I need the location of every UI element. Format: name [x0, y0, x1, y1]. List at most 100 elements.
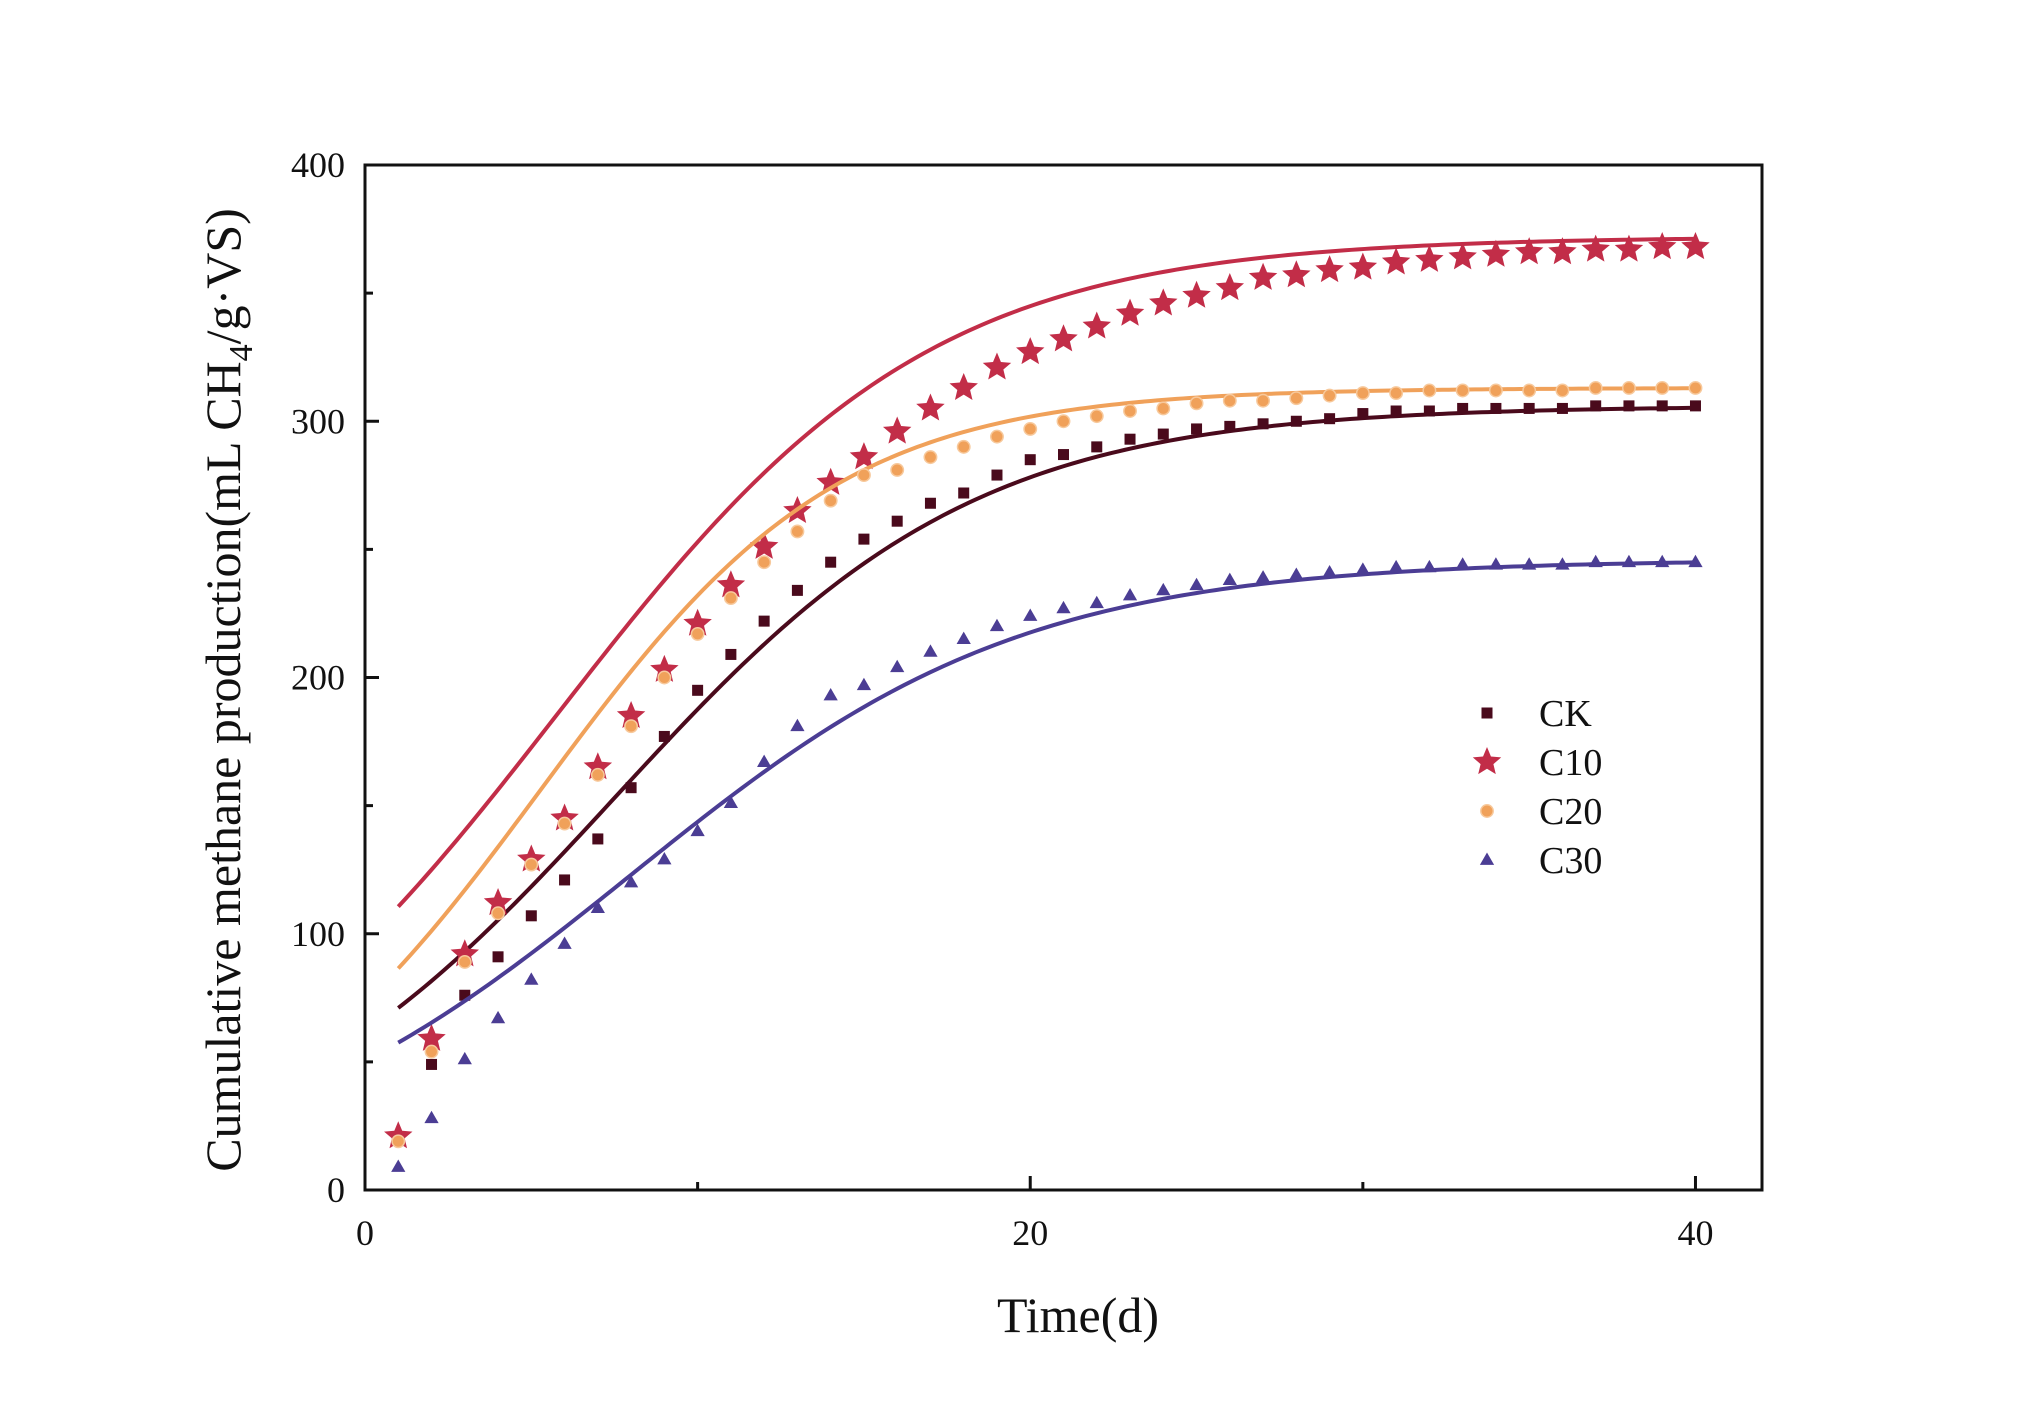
data-point-c30: [1621, 554, 1637, 568]
data-point-c30: [623, 875, 639, 888]
data-point-c20: [1455, 383, 1470, 398]
data-point-ck: [592, 833, 604, 845]
data-point-c30: [1189, 577, 1204, 591]
data-point-ck: [525, 910, 537, 922]
data-point-ck: [1091, 441, 1103, 453]
data-point-c20: [1222, 393, 1237, 408]
data-point-c30: [524, 972, 539, 985]
data-point-c10: [1448, 242, 1477, 270]
data-point-c20: [1522, 383, 1537, 398]
data-point-c10: [982, 352, 1012, 380]
data-point-ck: [1490, 402, 1502, 414]
data-point-c20: [1389, 386, 1404, 401]
data-point-ck: [625, 782, 637, 794]
data-point-c10: [1614, 234, 1644, 262]
data-point-c10: [1082, 311, 1111, 339]
data-point-c20: [1289, 391, 1304, 406]
y-axis-title: Cumulative methane production(mL CH4/g·V…: [195, 208, 260, 1172]
data-point-c30: [657, 851, 672, 865]
data-point-ck: [758, 615, 770, 627]
data-point-c30: [557, 936, 572, 949]
legend: CK C10 C20 C30: [1472, 693, 1602, 882]
data-point-c30: [1488, 557, 1504, 570]
data-point-ck: [1257, 418, 1269, 430]
data-point-c10: [417, 1023, 446, 1051]
data-point-c10: [849, 442, 879, 470]
data-point-c30: [1023, 608, 1038, 621]
data-point-c20: [757, 555, 772, 570]
legend-marker-c20: [1480, 804, 1494, 818]
data-point-c20: [657, 670, 672, 685]
data-point-c30: [1089, 595, 1104, 609]
data-point-ck: [1556, 402, 1568, 414]
data-point-c30: [1255, 570, 1271, 583]
data-point-ck: [1623, 400, 1635, 412]
data-point-ck: [459, 989, 471, 1001]
data-point-c10: [450, 939, 479, 967]
data-point-ck: [692, 684, 704, 696]
data-point-c20: [1655, 380, 1670, 395]
data-point-c20: [856, 468, 871, 483]
legend-label-c30: C30: [1539, 840, 1602, 882]
data-point-c20: [790, 524, 805, 539]
data-point-c20: [990, 429, 1004, 444]
data-point-c20: [1588, 380, 1603, 395]
data-point-c30: [1322, 564, 1337, 578]
legend-label-ck: CK: [1539, 693, 1592, 735]
data-point-c30: [1388, 559, 1404, 573]
legend-marker-c10: [1472, 747, 1502, 775]
data-point-c20: [890, 462, 905, 477]
data-point-c30: [690, 823, 705, 837]
data-point-ck: [492, 951, 504, 963]
y-axis-title-subscript: 4: [223, 344, 260, 361]
data-point-c20: [1488, 383, 1503, 398]
plot-frame: [363, 163, 1764, 1192]
y-tick-label: 300: [291, 401, 345, 441]
data-point-c10: [1282, 260, 1311, 288]
data-point-ck: [1457, 402, 1469, 414]
data-point-ck: [1656, 400, 1668, 412]
data-point-c20: [1555, 383, 1570, 398]
data-point-c10: [1115, 298, 1145, 326]
data-point-c30: [723, 795, 739, 808]
data-point-c20: [1189, 396, 1204, 411]
data-point-c20: [723, 591, 738, 606]
data-point-c20: [1256, 393, 1271, 408]
data-point-ck: [958, 487, 970, 499]
data-point-c30: [1522, 557, 1537, 570]
data-point-ck: [1191, 423, 1203, 435]
data-point-c10: [1016, 337, 1045, 365]
data-point-c30: [490, 1010, 506, 1024]
data-point-c20: [1023, 421, 1038, 436]
data-point-c10: [882, 416, 912, 444]
data-point-c20: [690, 626, 705, 641]
data-point-c30: [1355, 562, 1370, 575]
data-point-c30: [1655, 554, 1670, 568]
data-point-c10: [949, 372, 978, 401]
y-axis-title-main: Cumulative methane production(mL CH: [195, 361, 251, 1171]
data-point-c10: [1481, 239, 1511, 267]
data-point-c20: [1355, 386, 1370, 401]
data-point-c30: [1056, 600, 1071, 614]
fit-line-c20: [396, 386, 1696, 970]
data-point-c10: [1415, 244, 1444, 272]
data-point-ck: [426, 1058, 438, 1070]
data-point-ck: [1058, 449, 1069, 461]
data-point-c20: [956, 439, 971, 454]
fit-line-c10: [396, 236, 1696, 908]
fit-line-ck: [397, 405, 1696, 1010]
data-point-c10: [916, 393, 945, 421]
data-point-c10: [483, 888, 513, 916]
data-point-c20: [1322, 388, 1337, 403]
plot-area: 0 100 200 300 400 0 20 40 CK C10 C20 C30: [291, 145, 1764, 1253]
data-point-ck: [1324, 413, 1336, 425]
data-point-c10: [1215, 273, 1245, 301]
data-point-c10: [1548, 237, 1577, 265]
data-point-ck: [725, 648, 737, 660]
data-point-c20: [424, 1044, 439, 1059]
data-point-c20: [1688, 380, 1703, 395]
data-point-c10: [1648, 232, 1677, 260]
data-point-ck: [1157, 428, 1169, 440]
y-axis-title-tail: /g·VS): [195, 208, 251, 344]
